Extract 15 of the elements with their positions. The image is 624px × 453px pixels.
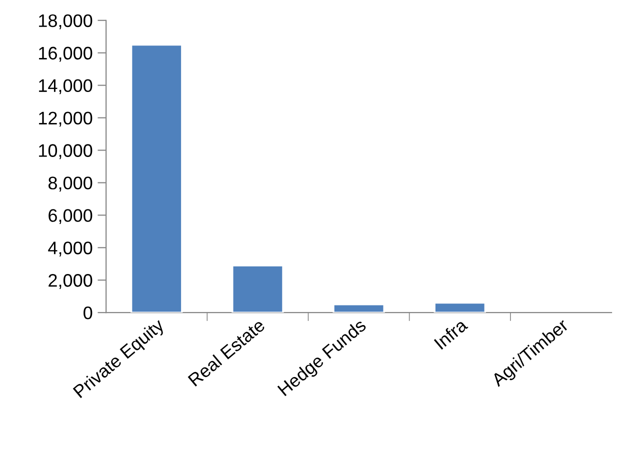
y-tick-label: 2,000 xyxy=(48,274,92,289)
y-tick-label: 0 xyxy=(84,306,92,320)
x-tick-label: Infra xyxy=(434,317,468,350)
bar xyxy=(434,302,486,313)
y-tick-label: 18,000 xyxy=(39,14,92,30)
y-tick-label: 10,000 xyxy=(39,144,92,160)
y-tick-label: 8,000 xyxy=(48,176,92,192)
y-tick-label: 6,000 xyxy=(48,209,92,224)
bar xyxy=(130,44,183,313)
bar xyxy=(332,304,385,313)
bar xyxy=(232,264,284,313)
y-tick-label: 16,000 xyxy=(39,46,92,62)
y-tick-label: 14,000 xyxy=(39,79,92,94)
y-tick-label: 12,000 xyxy=(39,112,92,127)
y-tick-label: 4,000 xyxy=(48,242,92,256)
